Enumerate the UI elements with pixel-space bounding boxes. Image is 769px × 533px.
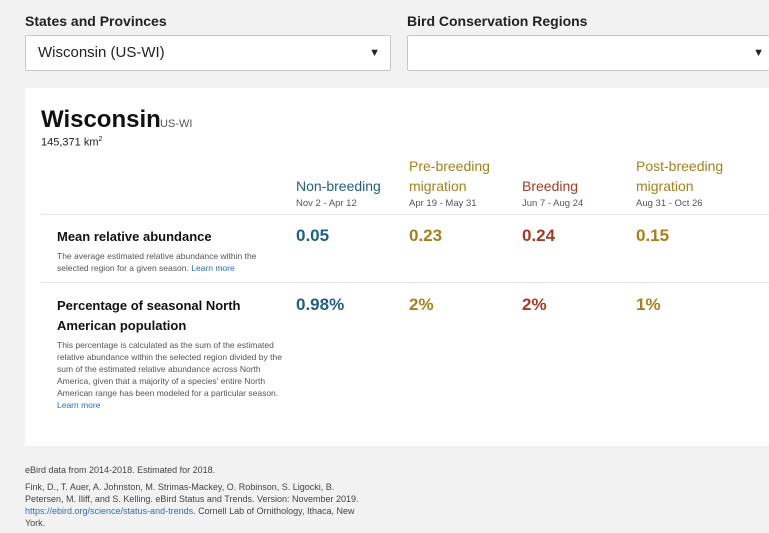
- season-dates-prebreeding: Apr 19 - May 31: [409, 198, 477, 209]
- states-provinces-value: Wisconsin (US-WI): [38, 44, 165, 61]
- percentage-learn-more-link[interactable]: Learn more: [57, 400, 101, 410]
- states-provinces-select[interactable]: Wisconsin (US-WI) ▼: [25, 35, 391, 71]
- season-header-prebreeding: Pre-breeding migration: [409, 158, 490, 194]
- divider: [41, 214, 769, 215]
- data-note: eBird data from 2014-2018. Estimated for…: [25, 465, 216, 475]
- abundance-learn-more-link[interactable]: Learn more: [191, 263, 235, 273]
- chevron-down-icon: ▼: [753, 47, 764, 59]
- percentage-value-prebreeding: 2%: [409, 295, 434, 314]
- states-provinces-label: States and Provinces: [25, 13, 167, 29]
- season-header-breeding: Breeding: [522, 178, 579, 194]
- bcr-label: Bird Conservation Regions: [407, 13, 588, 29]
- citation-link[interactable]: https://ebird.org/science/status-and-tre…: [25, 506, 194, 516]
- percentage-description: This percentage is calculated as the sum…: [57, 340, 282, 410]
- region-area: 145,371 km2: [41, 136, 103, 149]
- region-title: Wisconsin: [41, 106, 161, 133]
- region-code: US-WI: [160, 118, 193, 130]
- abundance-value-nonbreeding: 0.05: [296, 226, 330, 245]
- divider: [41, 282, 769, 283]
- season-header-nonbreeding: Non-breeding: [296, 178, 381, 194]
- bcr-select[interactable]: ▼: [407, 35, 769, 71]
- abundance-value-breeding: 0.24: [522, 226, 556, 245]
- season-dates-postbreeding: Aug 31 - Oct 26: [636, 198, 703, 209]
- citation: Fink, D., T. Auer, A. Johnston, M. Strim…: [25, 482, 359, 528]
- abundance-description: The average estimated relative abundance…: [57, 251, 257, 273]
- chevron-down-icon: ▼: [369, 47, 380, 59]
- abundance-value-postbreeding: 0.15: [636, 226, 670, 245]
- percentage-value-breeding: 2%: [522, 295, 547, 314]
- region-stats-card: Wisconsin US-WI 145,371 km2 Non-breeding…: [25, 88, 769, 446]
- season-dates-breeding: Jun 7 - Aug 24: [522, 198, 584, 209]
- season-dates-nonbreeding: Nov 2 - Apr 12: [296, 198, 357, 209]
- percentage-value-nonbreeding: 0.98%: [296, 295, 345, 314]
- abundance-title: Mean relative abundance: [57, 229, 212, 244]
- abundance-value-prebreeding: 0.23: [409, 226, 443, 245]
- percentage-value-postbreeding: 1%: [636, 295, 661, 314]
- percentage-title: Percentage of seasonal North American pop…: [57, 298, 241, 333]
- season-header-postbreeding: Post-breeding migration: [636, 158, 724, 194]
